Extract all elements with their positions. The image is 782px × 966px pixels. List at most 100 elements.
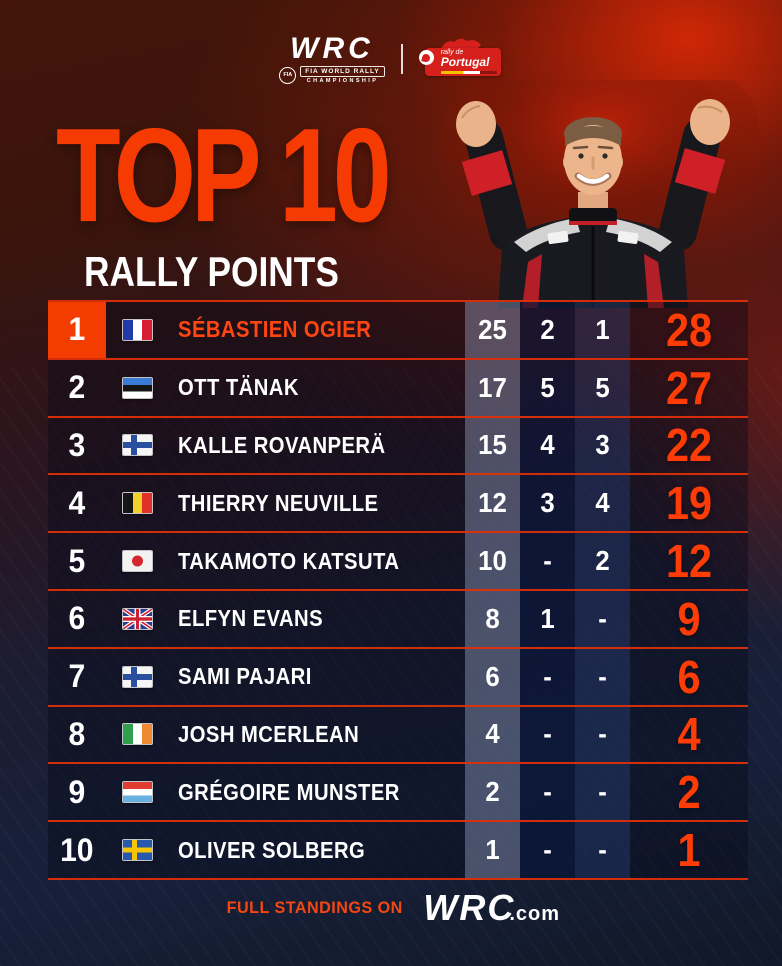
driver-name-cell: THIERRY NEUVILLE (168, 475, 465, 531)
rank-number: 2 (68, 369, 86, 406)
points-col1-value: 1 (485, 834, 500, 866)
country-flag-icon (121, 492, 153, 515)
flag-cell (106, 302, 168, 358)
points-col3-value: - (598, 660, 607, 692)
country-flag-icon (121, 665, 153, 688)
page-title: TOP 10 (56, 100, 392, 250)
driver-name-cell: ELFYN EVANS (168, 591, 465, 647)
driver-name: THIERRY NEUVILLE (178, 489, 379, 516)
rally-portugal-box: rally de Portugal (424, 48, 501, 76)
table-row: 1 SÉBASTIEN OGIER 25 2 1 28 (48, 302, 748, 360)
flag-cell (106, 822, 168, 878)
country-flag-icon (121, 781, 153, 804)
fia-badge-icon: FIA (279, 66, 297, 84)
points-total: 27 (665, 361, 713, 414)
points-col1-value: 8 (485, 602, 500, 634)
flag-cell (106, 764, 168, 820)
points-total: 28 (665, 303, 713, 356)
rank-cell: 5 (48, 533, 106, 589)
points-col2-value: - (543, 718, 552, 750)
event-name-line1: rally de (440, 49, 464, 56)
country-flag-icon (121, 434, 153, 457)
wrc-subline: FIA FIA WORLD RALLY CHAMPIONSHIP (279, 66, 385, 84)
table-row: 6 ELFYN EVANS 8 1 - 9 (48, 591, 748, 649)
rank-cell: 9 (48, 764, 106, 820)
wrc-com-suffix: .com (509, 903, 561, 925)
points-col2-value: 5 (540, 371, 555, 403)
rank-number: 3 (68, 426, 86, 463)
points-total: 9 (677, 592, 701, 645)
country-flag-icon (121, 550, 153, 573)
points-col1-value: 25 (478, 313, 507, 345)
flag-cell (106, 418, 168, 474)
points-col3-value: - (598, 602, 607, 634)
rank-number: 5 (68, 542, 86, 579)
rank-cell: 2 (48, 360, 106, 416)
points-col2-value: 3 (540, 487, 555, 519)
country-flag-icon (121, 318, 153, 341)
points-col3-value: 2 (595, 545, 610, 577)
vodafone-icon (418, 50, 434, 65)
points-col2-value: 1 (540, 602, 555, 634)
points-col2-value: - (543, 660, 552, 692)
driver-name-cell: OLIVER SOLBERG (168, 822, 465, 878)
points-total: 19 (665, 477, 713, 530)
driver-name: SÉBASTIEN OGIER (178, 316, 372, 343)
wrc-com-wordmark: WRC (423, 887, 516, 928)
points-col3-value: 1 (595, 313, 610, 345)
driver-name-cell: JOSH MCERLEAN (168, 707, 465, 763)
footer-label: FULL STANDINGS ON (226, 898, 403, 917)
wrc-subtext: FIA WORLD RALLY CHAMPIONSHIP (300, 66, 385, 84)
rank-cell: 4 (48, 475, 106, 531)
standings-table: 1 SÉBASTIEN OGIER 25 2 1 28 2 OTT TÄNAK … (48, 300, 748, 880)
driver-name: TAKAMOTO KATSUTA (178, 547, 400, 574)
driver-name-cell: KALLE ROVANPERÄ (168, 418, 465, 474)
table-row: 7 SAMI PAJARI 6 - - 6 (48, 649, 748, 707)
page-subtitle: RALLY POINTS (84, 247, 339, 295)
flag-cell (106, 707, 168, 763)
table-row: 9 GRÉGOIRE MUNSTER 2 - - 2 (48, 764, 748, 823)
table-row: 5 TAKAMOTO KATSUTA 10 - 2 12 (48, 533, 748, 591)
rooster-icon (440, 38, 481, 49)
points-col3-value: - (598, 776, 607, 808)
driver-name-cell: OTT TÄNAK (168, 360, 465, 416)
points-col2-value: 2 (540, 313, 555, 345)
flag-cell (106, 591, 168, 647)
points-total: 1 (677, 824, 701, 877)
driver-name: GRÉGOIRE MUNSTER (178, 778, 400, 805)
points-col3-value: - (598, 834, 607, 866)
rank-number: 1 (68, 311, 86, 348)
points-total: 12 (665, 535, 713, 588)
points-col1-value: 6 (485, 660, 500, 692)
points-col2-value: - (543, 545, 552, 577)
flag-cell (106, 533, 168, 589)
points-col1-value: 4 (485, 718, 500, 750)
points-col1-value: 17 (478, 371, 507, 403)
driver-name: OLIVER SOLBERG (178, 836, 366, 863)
points-total: 6 (677, 650, 701, 703)
event-sponsor-strip (440, 71, 497, 74)
rank-number: 10 (60, 831, 94, 868)
points-col2-value: 4 (540, 429, 555, 461)
flag-cell (106, 360, 168, 416)
country-flag-icon (121, 723, 153, 746)
table-rows: 1 SÉBASTIEN OGIER 25 2 1 28 2 OTT TÄNAK … (48, 302, 748, 880)
title-block: TOP 10 RALLY POINTS (56, 100, 450, 296)
rank-cell: 10 (48, 822, 106, 878)
points-col3-value: - (598, 718, 607, 750)
rally-portugal-logo: rally de Portugal (418, 36, 503, 82)
table-row: 4 THIERRY NEUVILLE 12 3 4 19 (48, 475, 748, 534)
country-flag-icon (121, 839, 153, 862)
country-flag-icon (121, 376, 153, 399)
driver-name: OTT TÄNAK (178, 374, 299, 401)
rank-number: 7 (68, 658, 86, 695)
points-total: 22 (665, 419, 713, 472)
rank-cell: 3 (48, 418, 106, 474)
rank-cell: 8 (48, 707, 106, 763)
table-row: 2 OTT TÄNAK 17 5 5 27 (48, 360, 748, 418)
rank-cell: 1 (48, 302, 106, 358)
country-flag-icon (121, 607, 153, 630)
points-col2-value: - (543, 834, 552, 866)
rank-cell: 7 (48, 649, 106, 705)
wrc-com-logo: WRC .com (423, 890, 560, 926)
